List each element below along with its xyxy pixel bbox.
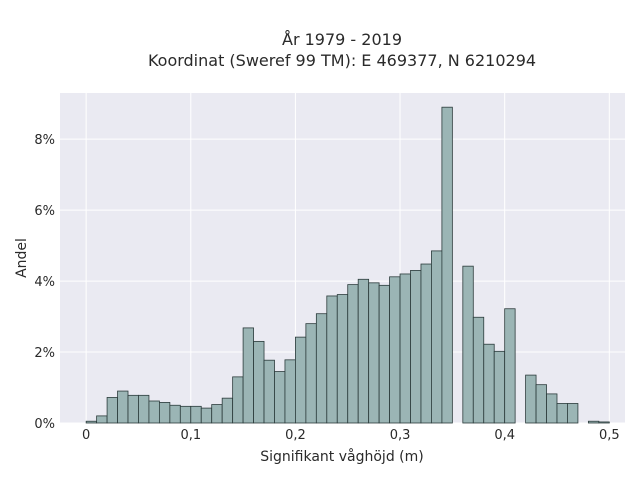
- histogram-bar-42: [525, 374, 537, 424]
- histogram-bar-38: [483, 343, 495, 424]
- x-tick-label-4: 0,4: [494, 428, 515, 443]
- histogram-bar-19: [284, 359, 296, 424]
- y-axis-ticks: 0% 2% 4% 6% 8%: [34, 133, 55, 432]
- histogram-bar-36: [462, 265, 474, 424]
- histogram-bar-49: [598, 421, 610, 424]
- x-tick-label-5: 0,5: [599, 428, 620, 443]
- x-tick-label-0: 0: [82, 428, 90, 443]
- histogram-bar-15: [242, 327, 254, 424]
- histogram-bar-31: [410, 270, 422, 424]
- histogram-bar-24: [336, 294, 349, 424]
- histogram-bar-20: [295, 336, 307, 424]
- histogram-bar-11: [200, 407, 213, 424]
- x-tick-label-1: 0,1: [180, 428, 201, 443]
- histogram-bar-7: [158, 402, 171, 424]
- histogram-bar-18: [274, 371, 286, 424]
- histogram-bar-25: [347, 284, 359, 424]
- histogram-bar-46: [567, 403, 579, 424]
- chart-title-line-2: Koordinat (Sweref 99 TM): E 469377, N 62…: [148, 51, 536, 70]
- histogram-bar-28: [378, 284, 390, 424]
- histogram-bars: [85, 106, 610, 424]
- histogram-bar-21: [305, 323, 317, 424]
- histogram-bar-1: [96, 415, 108, 424]
- histogram-bar-13: [221, 397, 234, 424]
- histogram-bar-40: [504, 308, 516, 424]
- histogram-bar-39: [493, 350, 506, 424]
- histogram-bar-29: [389, 276, 401, 424]
- x-tick-label-2: 0,2: [285, 428, 306, 443]
- histogram-bar-14: [232, 376, 244, 424]
- histogram-bar-17: [263, 359, 275, 424]
- histogram-bar-6: [148, 400, 160, 424]
- x-axis-ticks: 0 0,1 0,2 0,3 0,4 0,5: [82, 428, 620, 443]
- histogram-bar-33: [431, 250, 443, 424]
- histogram-bar-30: [399, 273, 411, 424]
- histogram-bar-3: [117, 390, 129, 424]
- histogram-bar-0: [85, 420, 98, 424]
- histogram-bar-22: [315, 313, 328, 424]
- y-axis-label: Andel: [14, 238, 30, 278]
- y-tick-label-2: 4%: [34, 275, 55, 290]
- histogram-bar-12: [211, 404, 223, 424]
- histogram-bar-32: [420, 263, 432, 424]
- histogram-bar-45: [556, 403, 568, 424]
- y-tick-label-4: 8%: [34, 133, 55, 148]
- histogram-bar-48: [587, 420, 600, 424]
- chart-title-line-1: År 1979 - 2019: [282, 30, 402, 49]
- histogram-bar-5: [138, 394, 150, 424]
- histogram-bar-2: [106, 397, 118, 424]
- y-tick-label-0: 0%: [34, 417, 55, 432]
- histogram-bar-43: [535, 384, 547, 424]
- histogram-bar-44: [546, 393, 558, 424]
- histogram-bar-16: [253, 340, 265, 424]
- histogram-bar-8: [169, 404, 181, 424]
- histogram-bar-10: [190, 405, 202, 424]
- x-tick-label-3: 0,3: [390, 428, 411, 443]
- histogram-bar-27: [368, 282, 380, 424]
- histogram-bar-37: [472, 316, 485, 424]
- histogram-bar-26: [357, 278, 370, 424]
- histogram-bar-23: [326, 295, 338, 424]
- x-axis-label: Signifikant våghöjd (m): [260, 448, 423, 465]
- y-tick-label-1: 2%: [34, 346, 55, 361]
- histogram-bar-34: [441, 106, 453, 424]
- histogram-bar-4: [127, 394, 139, 424]
- histogram-bar-9: [179, 405, 192, 424]
- y-tick-label-3: 6%: [34, 204, 55, 219]
